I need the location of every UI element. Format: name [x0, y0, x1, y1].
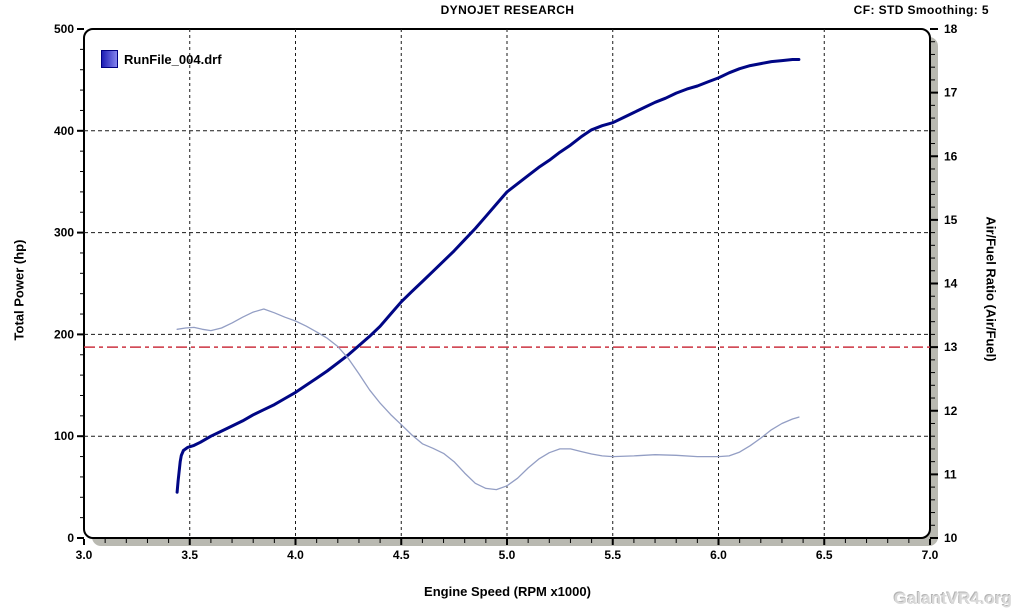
svg-text:5.5: 5.5 [604, 548, 621, 562]
svg-text:500: 500 [54, 22, 74, 36]
svg-text:400: 400 [54, 124, 74, 138]
svg-text:10: 10 [944, 531, 958, 545]
svg-text:3.5: 3.5 [181, 548, 198, 562]
svg-text:4.5: 4.5 [393, 548, 410, 562]
svg-text:0: 0 [67, 531, 74, 545]
svg-text:100: 100 [54, 429, 74, 443]
svg-text:14: 14 [944, 277, 958, 291]
svg-text:300: 300 [54, 226, 74, 240]
legend-label: RunFile_004.drf [124, 51, 222, 67]
svg-text:5.0: 5.0 [499, 548, 516, 562]
legend: RunFile_004.drf [101, 50, 222, 68]
svg-text:18: 18 [944, 22, 958, 36]
svg-text:17: 17 [944, 86, 958, 100]
svg-text:11: 11 [944, 467, 957, 481]
page-title: DYNOJET RESEARCH [440, 3, 575, 17]
x-axis-label: Engine Speed (RPM x1000) [424, 584, 591, 599]
svg-text:16: 16 [944, 149, 958, 163]
y-axis-label-right: Air/Fuel Ratio (Air/Fuel) [983, 216, 999, 362]
legend-swatch-icon [101, 50, 118, 68]
svg-text:6.0: 6.0 [710, 548, 727, 562]
watermark: GalantVR4.org [893, 589, 1012, 608]
svg-text:3.0: 3.0 [76, 548, 93, 562]
svg-text:12: 12 [944, 404, 958, 418]
svg-text:6.5: 6.5 [816, 548, 833, 562]
y-axis-label-left: Total Power (hp) [11, 239, 27, 341]
svg-text:200: 200 [54, 327, 74, 341]
svg-text:15: 15 [944, 213, 958, 227]
svg-text:7.0: 7.0 [922, 548, 939, 562]
svg-text:4.0: 4.0 [287, 548, 304, 562]
correction-smoothing-info: CF: STD Smoothing: 5 [853, 3, 989, 17]
svg-text:13: 13 [944, 340, 958, 354]
